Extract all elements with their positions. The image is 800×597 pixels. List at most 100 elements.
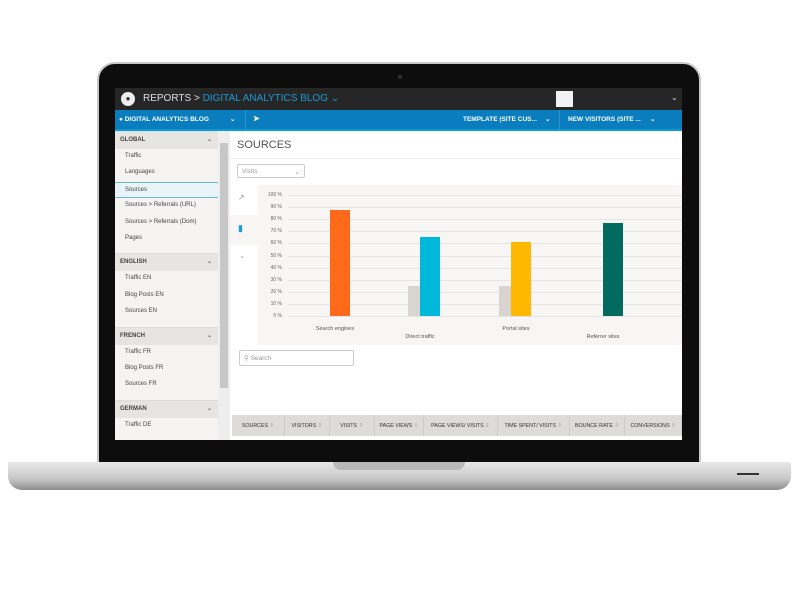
avatar[interactable] [556,91,573,107]
table-header: SOURCES ⇕ VISITORS ⇕ VISITS ⇕ PAGE VIEWS ⇕ P… [232,415,682,436]
bar-portal-sites[interactable] [511,242,531,316]
column-header-label: TIME SPENT/ VISITS [504,422,556,429]
pie-chart-icon[interactable]: ◔ [239,253,244,262]
top-bar: ● REPORTS > DIGITAL ANALYTICS BLOG ⌄ ⌄ [115,88,682,110]
webcam [398,75,402,79]
breadcrumb: REPORTS > DIGITAL ANALYTICS BLOG ⌄ [143,93,339,104]
chevron-down-icon: ⌄ [206,259,212,266]
search-input[interactable]: ⚲ Search [239,350,354,366]
table-row[interactable]: Search e...2,106 -2,150 -2,636 -1.2 -00:… [232,436,682,440]
site-selector[interactable]: ● DIGITAL ANALYTICS BLOG [119,116,209,123]
column-header[interactable]: VISITS ⇕ [329,415,375,436]
column-header[interactable]: PAGE VIEWS/ VISITS ⇕ [423,415,498,436]
x-tick-label: Search engines [315,326,355,332]
column-header[interactable]: VISITORS ⇕ [284,415,330,436]
cell-pageviews: 2,636 - [374,436,424,440]
section-title: FRENCH [120,332,145,339]
sidebar-item[interactable]: Sources > Referrals (URL) [125,202,196,209]
y-tick-label: 90 % [270,204,282,211]
breadcrumb-root[interactable]: REPORTS [143,93,192,104]
chart-type-bar [230,185,258,345]
column-header[interactable]: BOUNCE RATE ⇕ [569,415,626,436]
sidebar-section-header[interactable]: ENGLISH ⌄ [115,253,218,272]
sidebar-section-header[interactable]: GLOBAL ⌄ [115,131,218,149]
gridline [288,291,682,293]
x-tick-label: Direct traffic [405,334,435,340]
chevron-down-icon: ⌄ [294,169,300,176]
section-title: GERMAN [120,405,147,412]
gridline [288,279,682,281]
y-tick-label: 10 % [270,300,282,307]
column-header[interactable]: SOURCES ⇕ [232,415,285,436]
sort-icon: ⇕ [557,422,562,429]
column-header[interactable]: PAGE VIEWS ⇕ [374,415,425,436]
send-icon[interactable]: ➤ [253,114,260,123]
bar-secondary[interactable] [408,285,420,316]
laptop-led [737,473,759,475]
main-content: SOURCES Visits ⌄ ↗ ▮ ◔ 0 % 10 % 20 % 30 % 40 … [230,131,682,440]
column-header-label: PAGE VIEWS [379,422,413,429]
sidebar-section-header[interactable]: GERMAN ⌄ [115,399,218,418]
chevron-down-icon[interactable]: ⌄ [230,116,236,123]
sidebar-item[interactable]: Blog Posts FR [125,364,164,371]
scrollbar-thumb[interactable] [220,143,228,388]
template-selector[interactable]: TEMPLATE (SITE CUS... [463,116,537,123]
screen: ● REPORTS > DIGITAL ANALYTICS BLOG ⌄ ⌄ ●… [115,88,682,440]
divider [245,110,246,131]
y-tick-label: 20 % [270,288,282,295]
cell-conv: 1 [624,436,682,440]
chevron-down-icon[interactable]: ⌄ [650,116,656,123]
sidebar-item[interactable]: Traffic EN [125,275,152,282]
y-tick-label: 100 % [267,192,282,198]
bar-direct-traffic[interactable] [420,237,440,316]
sidebar: GLOBAL ⌄ Traffic Languages Sources Sources > … [115,131,218,440]
page-title: SOURCES [237,139,292,151]
metric-select[interactable]: Visits ⌄ [237,164,305,178]
sidebar-item[interactable]: Traffic FR [125,348,152,355]
sidebar-item[interactable]: Pages [125,234,143,241]
column-header-label: VISITORS [291,422,317,429]
column-header-label: VISITS [340,422,358,429]
chevron-down-icon[interactable]: ⌄ [545,116,551,123]
sidebar-item[interactable]: Languages [125,169,155,176]
sidebar-item[interactable]: Sources [115,181,218,199]
gridline [288,195,682,196]
sidebar-item[interactable]: Traffic [125,153,142,159]
cell-bounce: 88.6 % - [569,436,625,440]
column-header[interactable]: TIME SPENT/ VISITS ⇕ [497,415,570,436]
sidebar-item[interactable]: Sources FR [125,381,157,388]
chevron-down-icon[interactable]: ⌄ [671,93,678,102]
bar-chart-icon[interactable]: ▮ [238,223,243,233]
line-chart-icon[interactable]: ↗ [238,193,245,202]
toolbar: ● DIGITAL ANALYTICS BLOG ⌄ ➤ TEMPLATE (S… [115,110,682,131]
sidebar-item[interactable]: Sources > Referrals (Dom) [125,218,197,225]
sidebar-section-header[interactable]: FRENCH ⌄ [115,326,218,345]
breadcrumb-current[interactable]: DIGITAL ANALYTICS BLOG [202,93,328,104]
y-tick-label: 30 % [270,276,282,283]
bar-search-engines[interactable] [330,209,350,316]
chart-panel: ↗ ▮ ◔ 0 % 10 % 20 % 30 % 40 % 50 % 60 % 70 % 80 … [230,185,682,345]
search-icon: ⚲ [244,355,249,362]
cell-source: Search e... [232,436,285,440]
chart-type-active [230,215,258,245]
y-tick-label: 70 % [270,228,282,235]
segment-selector[interactable]: NEW VISITORS (SITE ... [568,116,641,123]
sort-icon: ⇕ [671,422,676,429]
chevron-down-icon: ⌄ [206,137,212,143]
column-header[interactable]: CONVERSIONS ⇕ [624,415,682,436]
sort-icon: ⇕ [614,422,619,429]
chevron-down-icon[interactable]: ⌄ [327,93,340,104]
cell-visits: 2,150 - [329,436,375,440]
sidebar-item[interactable]: Traffic DE [125,421,152,428]
bar-referrer-sites[interactable] [603,222,623,316]
y-tick-label: 40 % [270,264,282,271]
sidebar-item[interactable]: Sources EN [125,308,158,315]
cell-pv_visit: 1.2 - [423,436,498,440]
sort-icon: ⇕ [269,422,274,429]
sidebar-item[interactable]: Blog Posts EN [125,291,164,298]
laptop-notch [333,462,465,470]
column-header-label: BOUNCE RATE [575,422,613,429]
sort-icon: ⇕ [358,422,363,429]
bar-secondary[interactable] [499,285,511,316]
section-title: GLOBAL [120,137,146,143]
